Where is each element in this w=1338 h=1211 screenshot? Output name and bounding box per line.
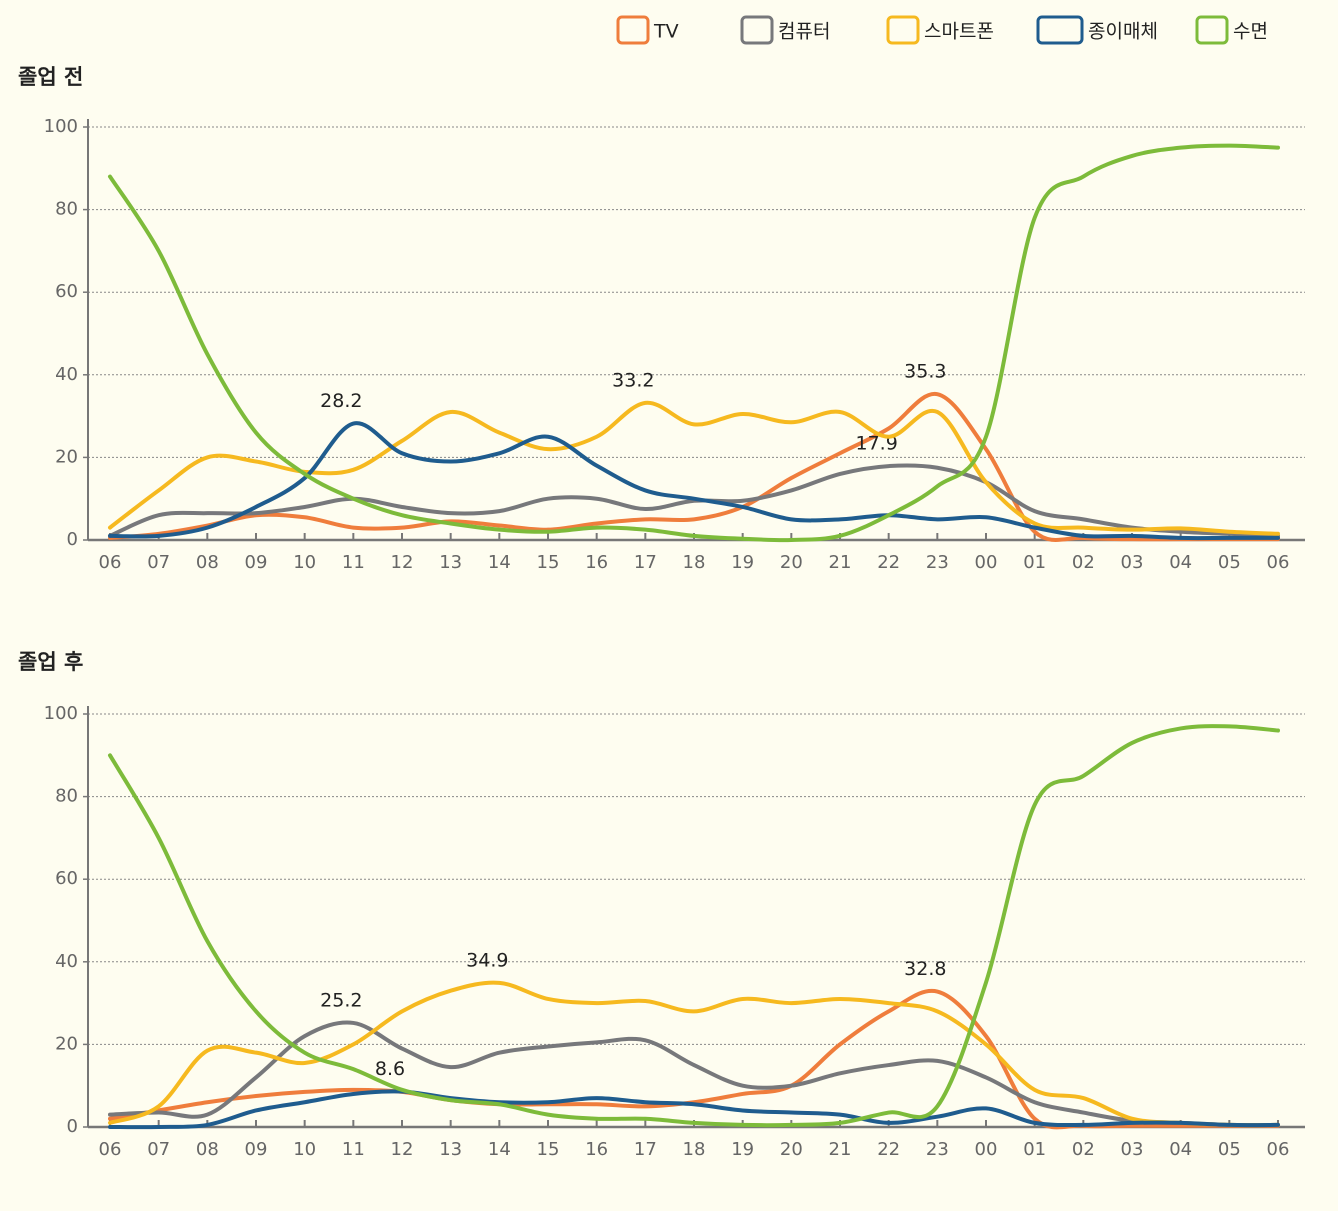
y-tick-label: 100 (44, 703, 78, 724)
x-tick-label: 20 (780, 552, 803, 573)
data-label: 34.9 (466, 949, 508, 971)
x-tick-label: 03 (1121, 1139, 1144, 1160)
x-tick-label: 00 (975, 1139, 998, 1160)
x-tick-label: 22 (877, 1139, 900, 1160)
x-tick-label: 23 (926, 1139, 949, 1160)
x-tick-label: 03 (1121, 552, 1144, 573)
x-tick-label: 19 (731, 1139, 754, 1160)
y-tick-label: 40 (55, 951, 78, 972)
x-tick-label: 10 (293, 552, 316, 573)
line-series (108, 724, 1280, 1128)
line-series (108, 463, 1280, 538)
line-series (108, 143, 1280, 543)
data-label: 35.3 (904, 361, 946, 383)
x-tick-label: 15 (537, 1139, 560, 1160)
y-tick-label: 0 (67, 1116, 78, 1137)
x-tick-label: 17 (634, 552, 657, 573)
x-tick-label: 04 (1169, 1139, 1192, 1160)
x-tick-label: 10 (293, 1139, 316, 1160)
x-tick-label: 19 (731, 552, 754, 573)
x-tick-label: 13 (439, 552, 462, 573)
line-series (108, 392, 1280, 542)
x-tick-label: 15 (537, 552, 560, 573)
x-tick-label: 21 (829, 1139, 852, 1160)
y-tick-label: 20 (55, 446, 78, 467)
x-tick-label: 09 (245, 552, 268, 573)
y-tick-label: 0 (67, 529, 78, 550)
x-tick-label: 06 (1267, 552, 1290, 573)
legend-label: 컴퓨터 (778, 21, 830, 43)
x-tick-label: 18 (683, 552, 706, 573)
data-label: 32.8 (904, 958, 946, 980)
y-tick-label: 100 (44, 116, 78, 137)
x-tick-label: 01 (1023, 1139, 1046, 1160)
line-series (108, 421, 1280, 541)
x-tick-label: 23 (926, 552, 949, 573)
x-tick-label: 05 (1218, 552, 1241, 573)
x-tick-label: 08 (196, 552, 219, 573)
x-tick-label: 00 (975, 552, 998, 573)
legend-icon (616, 15, 650, 45)
y-tick-label: 60 (55, 868, 78, 889)
legend-label: TV (653, 21, 679, 43)
y-tick-label: 80 (55, 786, 78, 807)
x-tick-label: 14 (488, 552, 511, 573)
chart-title: 졸업 전 (18, 65, 83, 89)
data-label: 25.2 (320, 989, 362, 1011)
x-tick-label: 13 (439, 1139, 462, 1160)
x-tick-label: 07 (147, 552, 170, 573)
x-tick-label: 05 (1218, 1139, 1241, 1160)
legend-label: 수면 (1233, 21, 1268, 43)
line-series (108, 980, 1280, 1128)
x-tick-label: 06 (1267, 1139, 1290, 1160)
data-label: 28.2 (320, 390, 362, 412)
x-tick-label: 04 (1169, 552, 1192, 573)
y-tick-label: 60 (55, 281, 78, 302)
legend-icon (886, 15, 920, 45)
x-tick-label: 02 (1072, 552, 1095, 573)
x-tick-label: 09 (245, 1139, 268, 1160)
x-tick-label: 07 (147, 1139, 170, 1160)
x-tick-label: 08 (196, 1139, 219, 1160)
y-tick-label: 80 (55, 199, 78, 220)
legend-icon (1195, 15, 1229, 45)
x-tick-label: 22 (877, 552, 900, 573)
line-series (108, 1020, 1280, 1128)
x-tick-label: 17 (634, 1139, 657, 1160)
legend-icon (1036, 15, 1084, 45)
data-label: 8.6 (375, 1058, 405, 1080)
x-tick-label: 12 (391, 1139, 414, 1160)
x-tick-label: 21 (829, 552, 852, 573)
x-tick-label: 11 (342, 552, 365, 573)
y-tick-label: 20 (55, 1033, 78, 1054)
legend-label: 스마트폰 (924, 21, 994, 43)
x-tick-label: 01 (1023, 552, 1046, 573)
legend-label: 종이매체 (1088, 21, 1158, 43)
line-series (108, 1089, 1280, 1130)
x-tick-label: 16 (585, 552, 608, 573)
legend-icon (740, 15, 774, 45)
x-tick-label: 18 (683, 1139, 706, 1160)
x-tick-label: 11 (342, 1139, 365, 1160)
x-tick-label: 02 (1072, 1139, 1095, 1160)
x-tick-label: 12 (391, 552, 414, 573)
chart-title: 졸업 후 (18, 650, 83, 674)
x-tick-label: 06 (99, 1139, 122, 1160)
x-tick-label: 20 (780, 1139, 803, 1160)
x-tick-label: 14 (488, 1139, 511, 1160)
y-tick-label: 40 (55, 364, 78, 385)
x-tick-label: 06 (99, 552, 122, 573)
x-tick-label: 16 (585, 1139, 608, 1160)
data-label: 33.2 (612, 369, 654, 391)
